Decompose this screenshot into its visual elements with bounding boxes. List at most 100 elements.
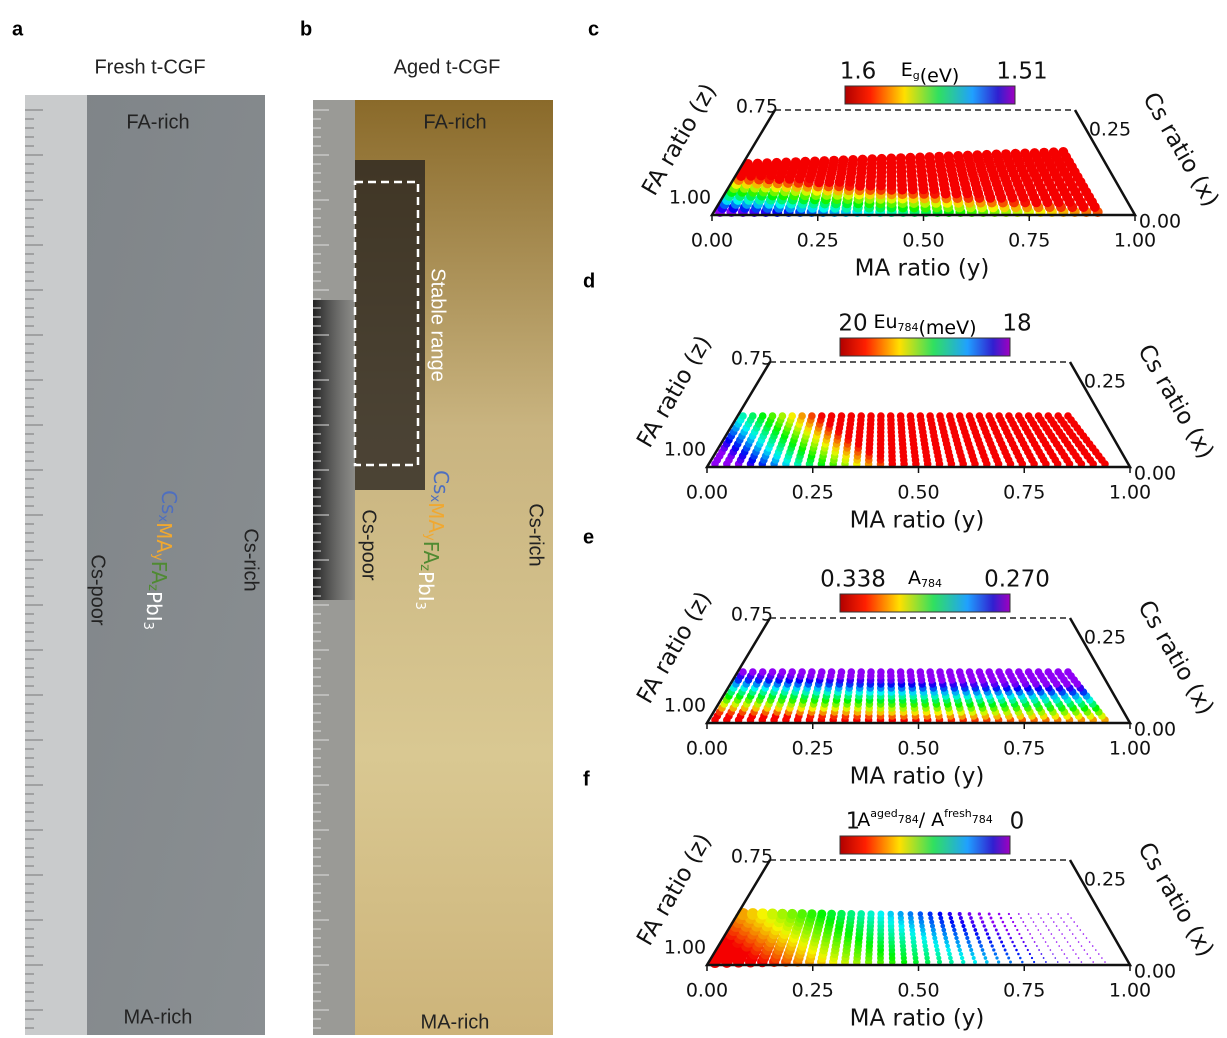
panel-label: e <box>583 526 594 548</box>
sample-dot <box>956 943 961 949</box>
sample-dot <box>1024 412 1033 420</box>
sample-dot <box>955 668 964 676</box>
sample-dot <box>787 908 798 920</box>
sample-dot <box>818 668 826 676</box>
title-part: (eV) <box>920 65 960 87</box>
sample-dot <box>947 911 952 917</box>
sample-dot <box>838 155 849 166</box>
sample-dot <box>1101 957 1103 959</box>
sample-dot <box>1077 941 1080 943</box>
colorbar-title: Aaged784/ Afresh784 <box>857 807 993 831</box>
colorbar-title: A784 <box>908 567 942 591</box>
sample-dot <box>1052 953 1054 955</box>
sample-dot <box>1026 929 1029 931</box>
sample-dot <box>896 412 905 420</box>
sample-dot <box>971 924 976 928</box>
title-sub: 784 <box>898 813 919 826</box>
sample-dot <box>1035 945 1038 947</box>
sample-dot <box>1061 949 1063 951</box>
sample-dot <box>1030 956 1034 960</box>
region-label: Cs-poor <box>358 509 380 580</box>
y-tick-label: 0.50 <box>897 482 939 504</box>
sample-dot <box>848 155 859 165</box>
sample-dot <box>1083 949 1086 951</box>
sample-dot <box>1066 941 1069 943</box>
sample-dot <box>807 909 817 919</box>
sample-dot <box>924 955 930 961</box>
sample-dot <box>979 916 983 920</box>
sample-dot <box>1011 940 1014 944</box>
sample-dot <box>951 923 956 929</box>
sample-dot <box>919 923 925 929</box>
y-tick-label: 0.25 <box>797 230 839 252</box>
title-sup: fresh <box>944 807 972 820</box>
y-tick-label: 0.50 <box>897 980 939 1002</box>
sample-dot <box>1044 412 1053 420</box>
sample-dot <box>749 668 757 676</box>
sample-dot <box>953 151 964 161</box>
sample-dot <box>867 412 875 420</box>
colorbar <box>844 85 1016 105</box>
sample-dot <box>867 154 878 165</box>
sample-dot <box>1019 956 1022 960</box>
sample-dot <box>916 668 925 676</box>
sample-dot <box>924 152 935 163</box>
sample-dot <box>797 909 808 919</box>
sample-dot <box>964 932 969 936</box>
y-axis-title: MA ratio (y) <box>850 508 985 534</box>
sample-dot <box>976 936 981 940</box>
shadow <box>313 300 355 600</box>
sample-dot <box>984 960 989 964</box>
sample-dot <box>965 936 970 940</box>
sample-dot <box>1053 937 1055 939</box>
sample-dot <box>1073 921 1075 923</box>
sample-dot <box>977 912 982 916</box>
x-axis-title: Cs ratio (x) <box>1132 340 1218 463</box>
sample-dot <box>1038 949 1041 951</box>
z-axis-title: FA ratio (z) <box>632 829 717 950</box>
sample-dot <box>936 959 943 965</box>
sample-dot <box>906 412 915 420</box>
sample-dot <box>749 412 757 420</box>
sample-dot <box>960 920 965 924</box>
formula-sub: x <box>428 494 443 502</box>
sample-dot <box>1010 148 1021 159</box>
sample-dot <box>752 158 763 169</box>
colorbar <box>839 337 1011 357</box>
sample-dot <box>1058 929 1061 931</box>
sample-dot <box>1074 937 1077 939</box>
sample-dot <box>1048 147 1059 158</box>
sample-dot <box>916 412 925 420</box>
sample-dot <box>980 948 985 952</box>
sample-dot <box>957 947 962 953</box>
x-axis-title: Cs ratio (x) <box>1132 838 1218 961</box>
formula-sub: 3 <box>141 622 156 630</box>
sample-dot <box>962 928 967 932</box>
panel-label: d <box>583 270 595 292</box>
sample-dot <box>847 910 856 918</box>
sample-dot <box>1071 933 1074 935</box>
formula-part: Cs <box>158 490 182 514</box>
sample-dot <box>808 668 816 676</box>
z-axis-title: FA ratio (z) <box>637 79 722 200</box>
sample-dot <box>1005 668 1013 676</box>
sample-dot <box>847 668 856 676</box>
region-label: Cs-rich <box>240 528 262 591</box>
title-sub: g <box>913 69 920 82</box>
sample-dot <box>1066 957 1068 959</box>
ternary-plot: e 0.338 0.270 A784 0.75 1.00 0.25 0.00 0.00 0.25 0… <box>583 526 1219 789</box>
sample-dot <box>921 939 928 945</box>
sample-dot <box>1054 412 1062 420</box>
x-tick-label: 0.25 <box>1084 371 1126 393</box>
sample-dot <box>798 668 806 676</box>
sample-dot <box>1054 668 1062 676</box>
sample-dot <box>1068 961 1071 963</box>
sample-dot <box>1020 148 1030 159</box>
sample-dot <box>980 920 985 924</box>
formula-part: MA <box>153 522 177 553</box>
y-tick-label: 0.75 <box>1003 738 1045 760</box>
sample-dot <box>944 939 949 945</box>
sample-dot <box>967 944 972 948</box>
panel-title: Fresh t-CGF <box>94 56 205 78</box>
colorbar <box>839 593 1011 613</box>
